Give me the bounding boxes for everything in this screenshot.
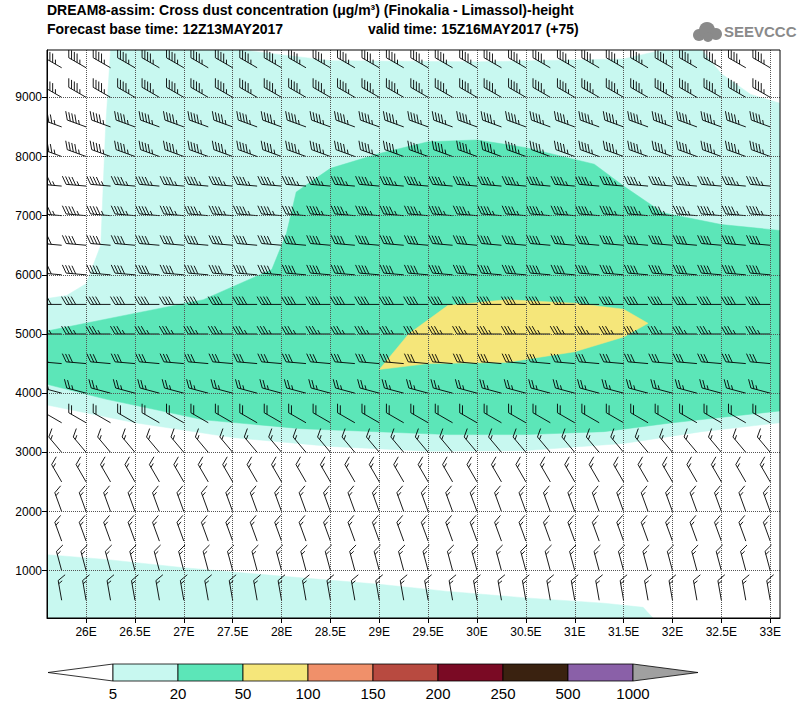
svg-text:20: 20: [170, 685, 187, 702]
svg-text:1000: 1000: [15, 564, 42, 578]
svg-text:31.5E: 31.5E: [608, 625, 639, 639]
svg-text:4000: 4000: [15, 386, 42, 400]
svg-text:31E: 31E: [564, 625, 585, 639]
svg-text:100: 100: [295, 685, 320, 702]
svg-text:valid time: 15Z16MAY2017 (+75): valid time: 15Z16MAY2017 (+75): [368, 21, 579, 37]
svg-text:Forecast base time: 12Z13MAY20: Forecast base time: 12Z13MAY2017: [47, 21, 283, 37]
svg-text:5000: 5000: [15, 327, 42, 341]
svg-text:500: 500: [555, 685, 580, 702]
svg-text:1000: 1000: [616, 685, 649, 702]
svg-text:29E: 29E: [369, 625, 390, 639]
svg-text:250: 250: [490, 685, 515, 702]
svg-text:50: 50: [235, 685, 252, 702]
svg-text:DREAM8-assim: Cross dust conce: DREAM8-assim: Cross dust concentration (…: [47, 2, 574, 18]
svg-text:27.5E: 27.5E: [217, 625, 248, 639]
svg-text:32.5E: 32.5E: [706, 625, 737, 639]
svg-text:5: 5: [109, 685, 117, 702]
svg-text:29.5E: 29.5E: [412, 625, 443, 639]
svg-text:30.5E: 30.5E: [510, 625, 541, 639]
svg-text:9000: 9000: [15, 90, 42, 104]
svg-text:30E: 30E: [466, 625, 487, 639]
svg-text:SEEVCCC: SEEVCCC: [724, 23, 797, 40]
svg-text:33E: 33E: [760, 625, 781, 639]
svg-text:27E: 27E: [173, 625, 194, 639]
svg-text:200: 200: [425, 685, 450, 702]
svg-text:150: 150: [360, 685, 385, 702]
svg-text:28.5E: 28.5E: [315, 625, 346, 639]
svg-text:28E: 28E: [271, 625, 292, 639]
svg-text:3000: 3000: [15, 445, 42, 459]
svg-text:2000: 2000: [15, 505, 42, 519]
svg-text:32E: 32E: [662, 625, 683, 639]
svg-text:26E: 26E: [75, 625, 96, 639]
svg-text:8000: 8000: [15, 150, 42, 164]
svg-text:7000: 7000: [15, 209, 42, 223]
svg-text:6000: 6000: [15, 268, 42, 282]
svg-text:26.5E: 26.5E: [119, 625, 150, 639]
